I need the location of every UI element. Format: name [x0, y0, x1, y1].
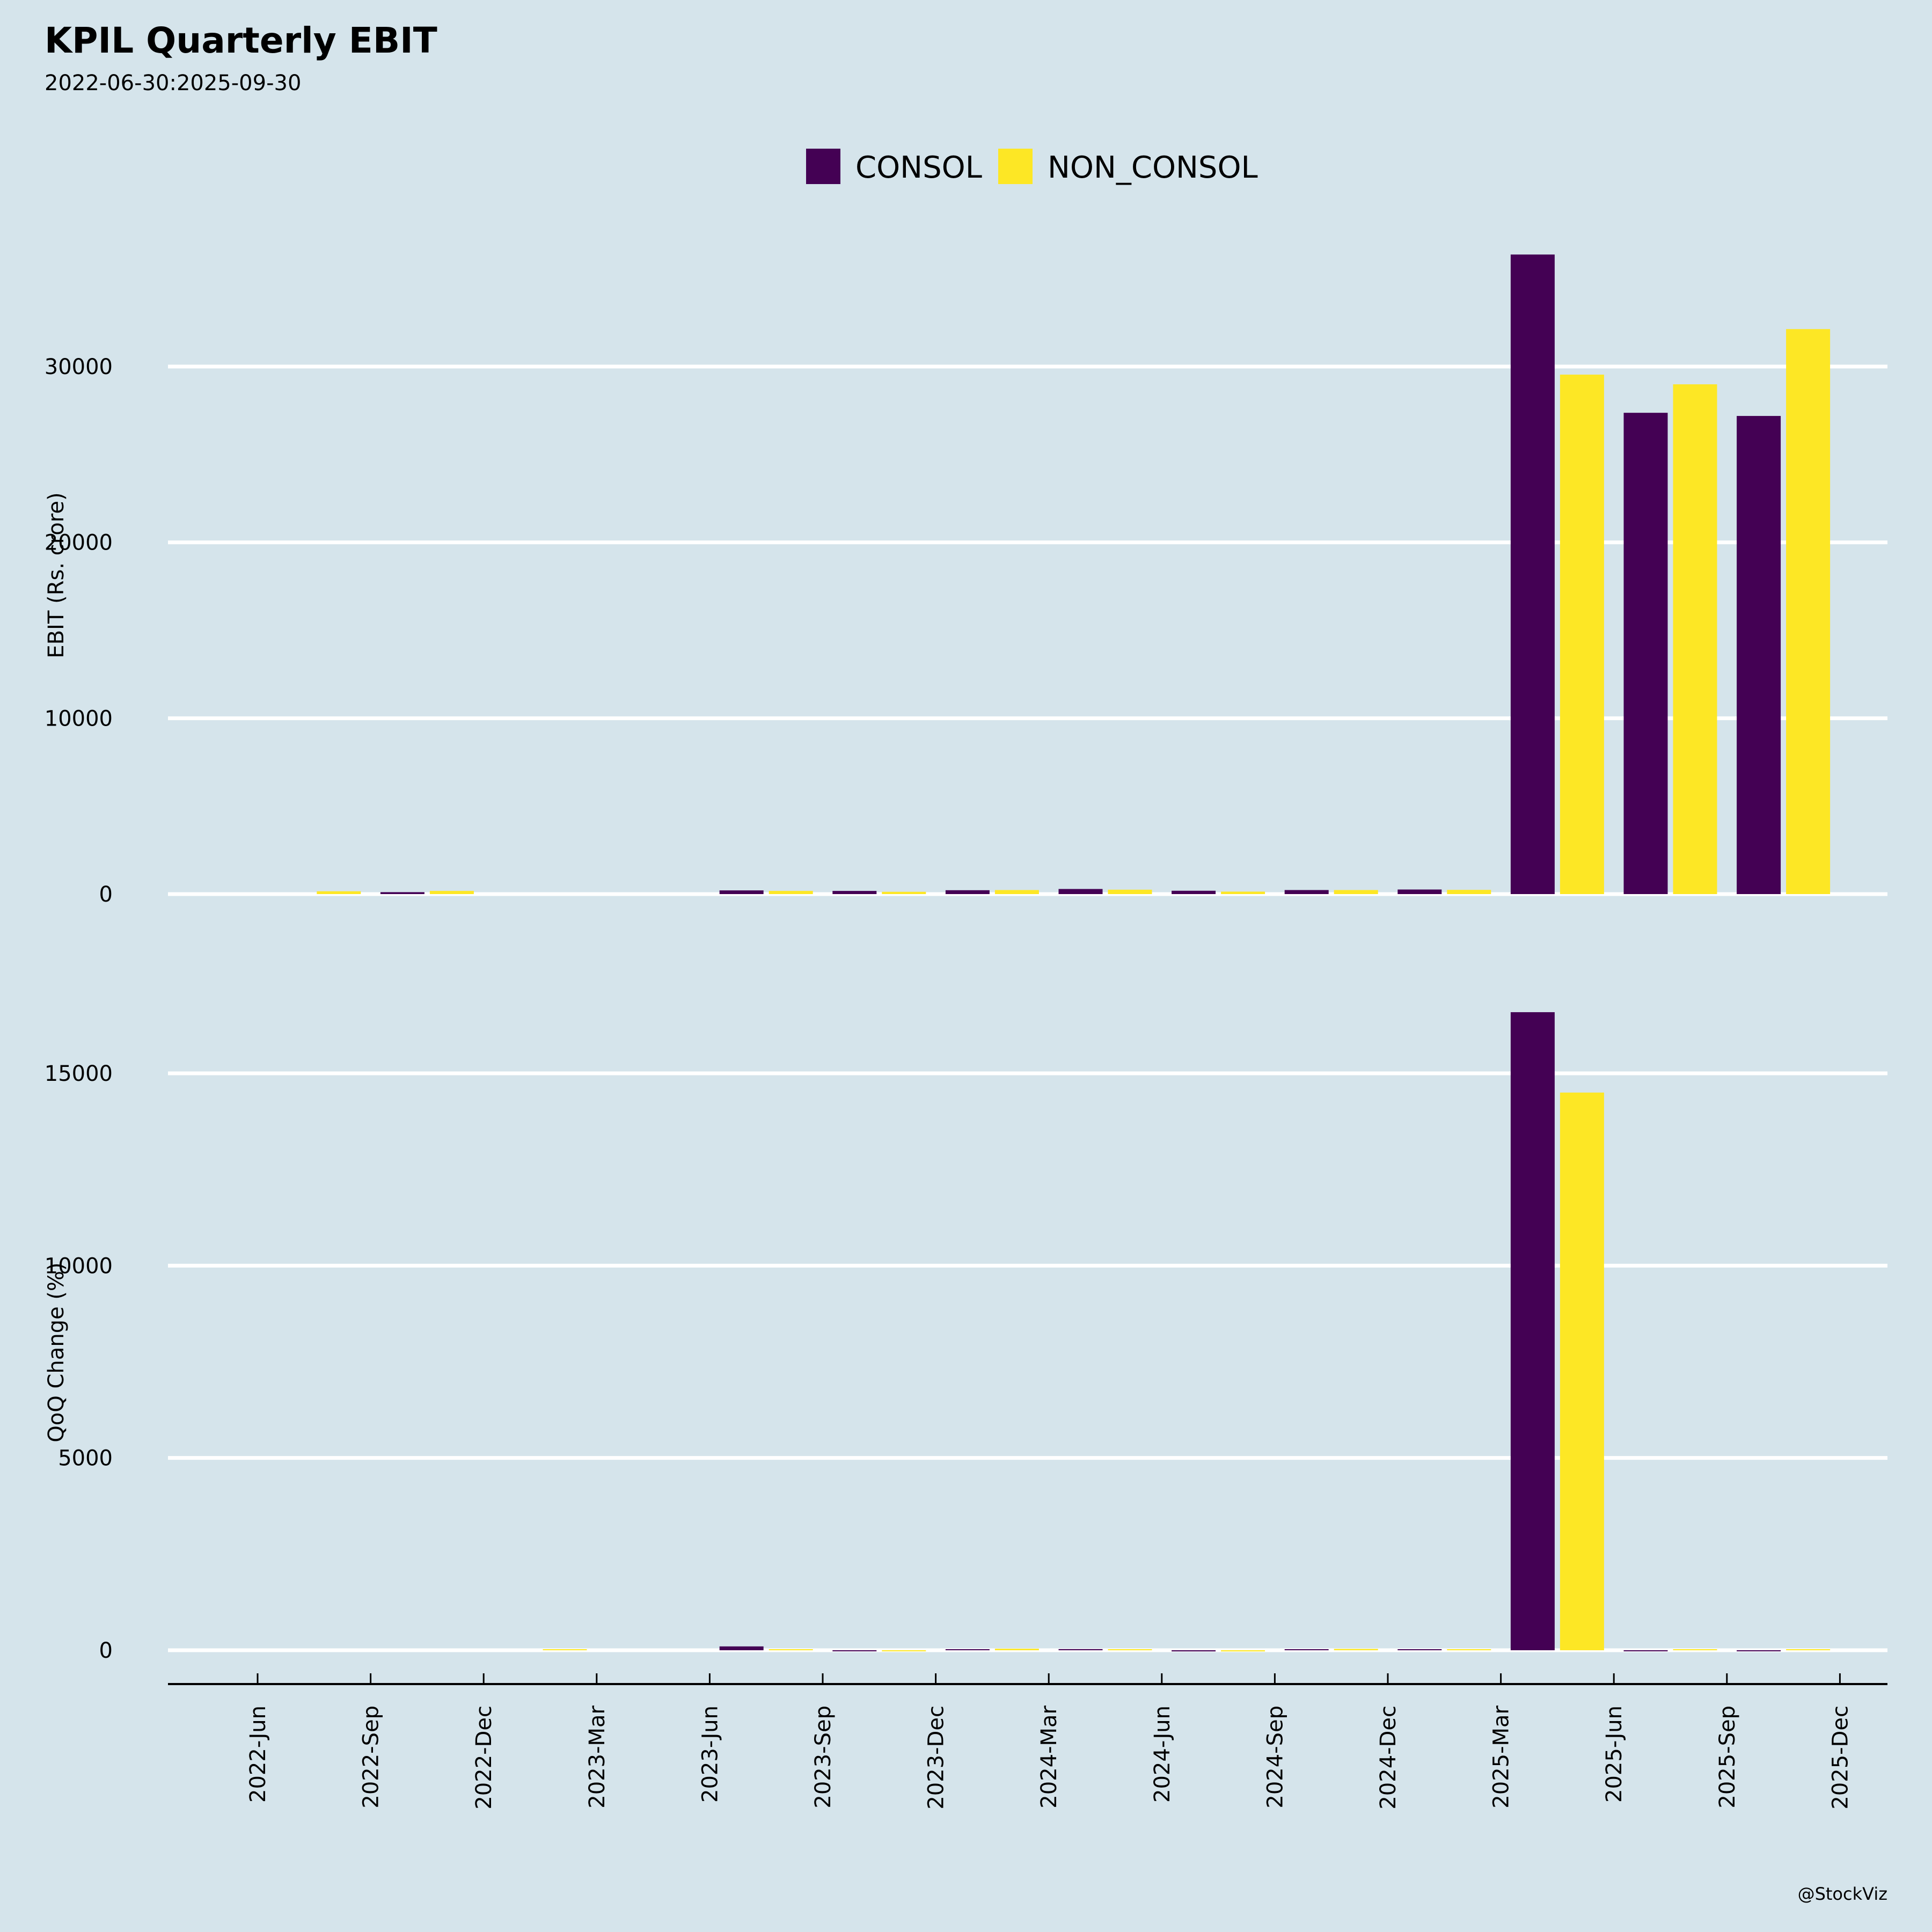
qoq-bar-consol — [945, 1649, 990, 1650]
x-tick-label: 2025-Dec — [1828, 1706, 1853, 1810]
ebit-bar-non-consol — [1673, 384, 1717, 894]
ebit-bar-non-consol — [1334, 890, 1378, 894]
qoq-bar-non-consol — [1108, 1649, 1152, 1650]
ebit-bar-non-consol — [994, 890, 1039, 894]
qoq-bar-non-consol — [1673, 1649, 1717, 1650]
ebit-bar-non-consol — [769, 891, 813, 894]
x-tick-label: 2023-Sep — [811, 1706, 836, 1809]
qoq-bar-consol — [1058, 1649, 1103, 1650]
qoq-bar-consol — [832, 1650, 877, 1651]
qoq-bar-consol — [1172, 1650, 1216, 1652]
ebit-bar-consol — [1284, 890, 1329, 894]
ebit-bars — [317, 254, 1831, 894]
qoq-panel: 0 5000 10000 15000 QoQ Change (%) — [44, 1012, 1887, 1663]
qoq-y-tick-label: 15000 — [45, 1062, 113, 1086]
x-tick-label: 2025-Mar — [1489, 1705, 1514, 1808]
ebit-y-tick-label: 0 — [99, 882, 113, 907]
credit-text: @StockViz — [1798, 1884, 1887, 1904]
x-tick-label: 2022-Jun — [246, 1706, 270, 1803]
qoq-y-tick-label: 10000 — [45, 1254, 113, 1278]
ebit-bar-non-consol — [317, 891, 361, 894]
legend-label-non-consol: NON_CONSOL — [1048, 150, 1258, 185]
ebit-y-axis-title: EBIT (Rs. crore) — [44, 492, 69, 658]
ebit-bar-consol — [1397, 889, 1442, 894]
x-ticks: 2022-Jun 2022-Sep 2022-Dec 2023-Mar 2023-Jun… — [246, 1673, 1853, 1810]
qoq-bar-non-consol — [543, 1649, 587, 1650]
x-tick-label: 2023-Dec — [924, 1706, 949, 1810]
qoq-y-tick-label: 5000 — [58, 1446, 113, 1471]
ebit-bar-non-consol — [1560, 375, 1604, 894]
qoq-bars — [543, 1012, 1831, 1652]
x-tick-label: 2022-Dec — [472, 1706, 496, 1810]
qoq-bar-non-consol — [1221, 1650, 1265, 1652]
qoq-bar-non-consol — [769, 1649, 813, 1650]
qoq-bar-consol — [1510, 1012, 1555, 1650]
legend: CONSOL NON_CONSOL — [806, 149, 1258, 185]
x-tick-label: 2024-Jun — [1150, 1706, 1175, 1803]
qoq-bar-non-consol — [1334, 1649, 1378, 1650]
ebit-bar-consol — [719, 890, 764, 894]
ebit-bar-consol — [1737, 416, 1781, 894]
ebit-bar-consol — [832, 891, 877, 894]
x-axis: 2022-Jun 2022-Sep 2022-Dec 2023-Mar 2023-Jun… — [168, 1673, 1887, 1810]
ebit-bar-consol — [945, 890, 990, 894]
legend-swatch-non-consol — [998, 149, 1033, 184]
ebit-bar-consol — [1172, 890, 1216, 894]
ebit-y-tick-label: 30000 — [45, 355, 113, 379]
x-tick-label: 2024-Dec — [1376, 1706, 1401, 1810]
qoq-bar-consol — [1737, 1650, 1781, 1651]
legend-swatch-consol — [806, 149, 840, 184]
x-tick-label: 2025-Sep — [1715, 1706, 1740, 1809]
ebit-y-tick-label: 10000 — [45, 706, 113, 731]
ebit-bar-non-consol — [882, 891, 926, 894]
ebit-panel: 0 10000 20000 30000 EBIT (Rs. crore) — [44, 254, 1887, 907]
chart-title: KPIL Quarterly EBIT — [45, 20, 437, 61]
ebit-bar-non-consol — [1447, 890, 1491, 894]
qoq-bar-non-consol — [994, 1649, 1039, 1650]
qoq-bar-consol — [1284, 1649, 1329, 1650]
x-tick-label: 2023-Jun — [698, 1706, 722, 1803]
x-tick-label: 2023-Mar — [585, 1705, 610, 1808]
ebit-bar-non-consol — [1221, 891, 1265, 894]
ebit-y-tick-labels: 0 10000 20000 30000 — [45, 355, 113, 907]
ebit-bar-consol — [380, 892, 425, 894]
ebit-bar-non-consol — [1786, 329, 1831, 894]
qoq-bar-non-consol — [1447, 1649, 1491, 1650]
ebit-y-tick-label: 20000 — [45, 531, 113, 555]
qoq-bar-non-consol — [1560, 1092, 1604, 1650]
qoq-bar-consol — [719, 1646, 764, 1650]
ebit-bar-consol — [1623, 413, 1668, 894]
x-tick-label: 2025-Jun — [1602, 1706, 1627, 1803]
legend-label-consol: CONSOL — [855, 150, 982, 185]
ebit-bar-non-consol — [429, 891, 474, 894]
x-tick-label: 2022-Sep — [359, 1706, 384, 1809]
qoq-y-tick-label: 0 — [99, 1638, 113, 1663]
qoq-y-axis-title: QoQ Change (%) — [44, 1262, 69, 1442]
qoq-bar-consol — [1397, 1649, 1442, 1650]
chart-subtitle: 2022-06-30:2025-09-30 — [45, 71, 301, 96]
ebit-bar-consol — [1058, 889, 1103, 894]
qoq-bar-non-consol — [1786, 1649, 1831, 1650]
qoq-y-tick-labels: 0 5000 10000 15000 — [45, 1062, 113, 1663]
qoq-bar-non-consol — [882, 1650, 926, 1651]
x-tick-label: 2024-Sep — [1263, 1706, 1287, 1809]
ebit-bar-non-consol — [1108, 889, 1152, 894]
qoq-gridlines — [168, 1071, 1887, 1652]
x-tick-label: 2024-Mar — [1037, 1705, 1062, 1808]
qoq-bar-consol — [1623, 1650, 1668, 1651]
ebit-bar-consol — [1510, 254, 1555, 894]
